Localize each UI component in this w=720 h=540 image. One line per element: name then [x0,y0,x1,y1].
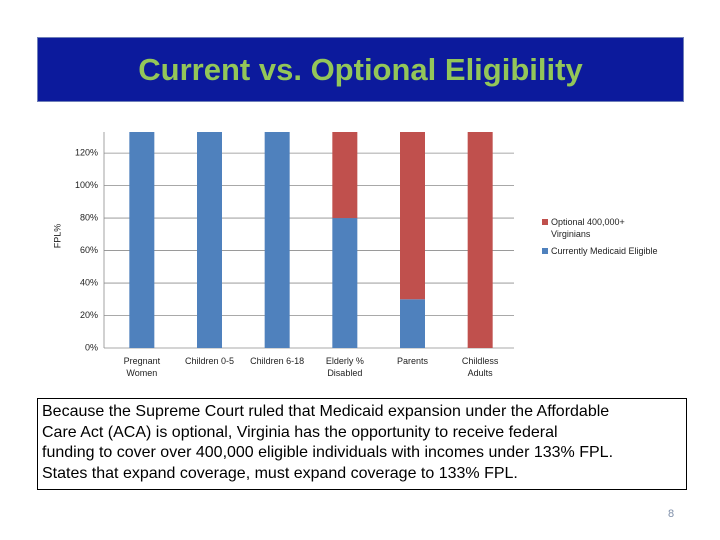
bar-segment [400,132,425,300]
y-tick-label: 40% [80,277,98,287]
bar-segment [197,132,222,348]
legend-label: Currently Medicaid Eligible [551,246,658,256]
y-tick-label: 100% [75,180,98,190]
text-line: States that expand coverage, must expand… [42,464,518,482]
y-tick-label: 20% [80,310,98,320]
x-tick-label: Children 0-5 [184,356,235,366]
x-tick-label: Elderly % Disabled [325,356,364,378]
y-axis-label: FPL% [52,224,62,249]
legend-swatch [542,219,548,225]
text-line: Because the Supreme Court ruled that Med… [42,403,610,420]
x-tick-label: Parents [396,356,429,366]
x-tick-label: Pregnant Women [123,356,161,378]
legend-swatch [542,248,548,254]
x-tick-label: Children 6-18 [250,356,305,366]
page-number: 8 [668,508,675,520]
text-line: Care Act (ACA) is optional, Virginia has… [42,423,558,441]
text-line: funding to cover over 400,000 eligible i… [42,444,614,461]
y-tick-label: 80% [80,212,98,222]
legend-label: Optional 400,000+ Virginians [551,217,625,239]
bar-segment [129,132,155,348]
bar-segment [400,299,425,348]
bar-segment [332,132,358,219]
y-tick-label: 60% [80,245,98,255]
slide-title: Current vs. Optional Eligibility [138,51,583,87]
text-box: Because the Supreme Court ruled that Med… [37,398,687,490]
x-tick-label: Childless Adults [461,356,499,378]
bar-segment [467,132,493,348]
bar-segment [264,132,290,348]
bar-segment [332,218,358,348]
y-tick-label: 0% [85,342,98,352]
title-box: Current vs. Optional Eligibility [37,37,684,102]
y-tick-label: 120% [75,147,98,157]
